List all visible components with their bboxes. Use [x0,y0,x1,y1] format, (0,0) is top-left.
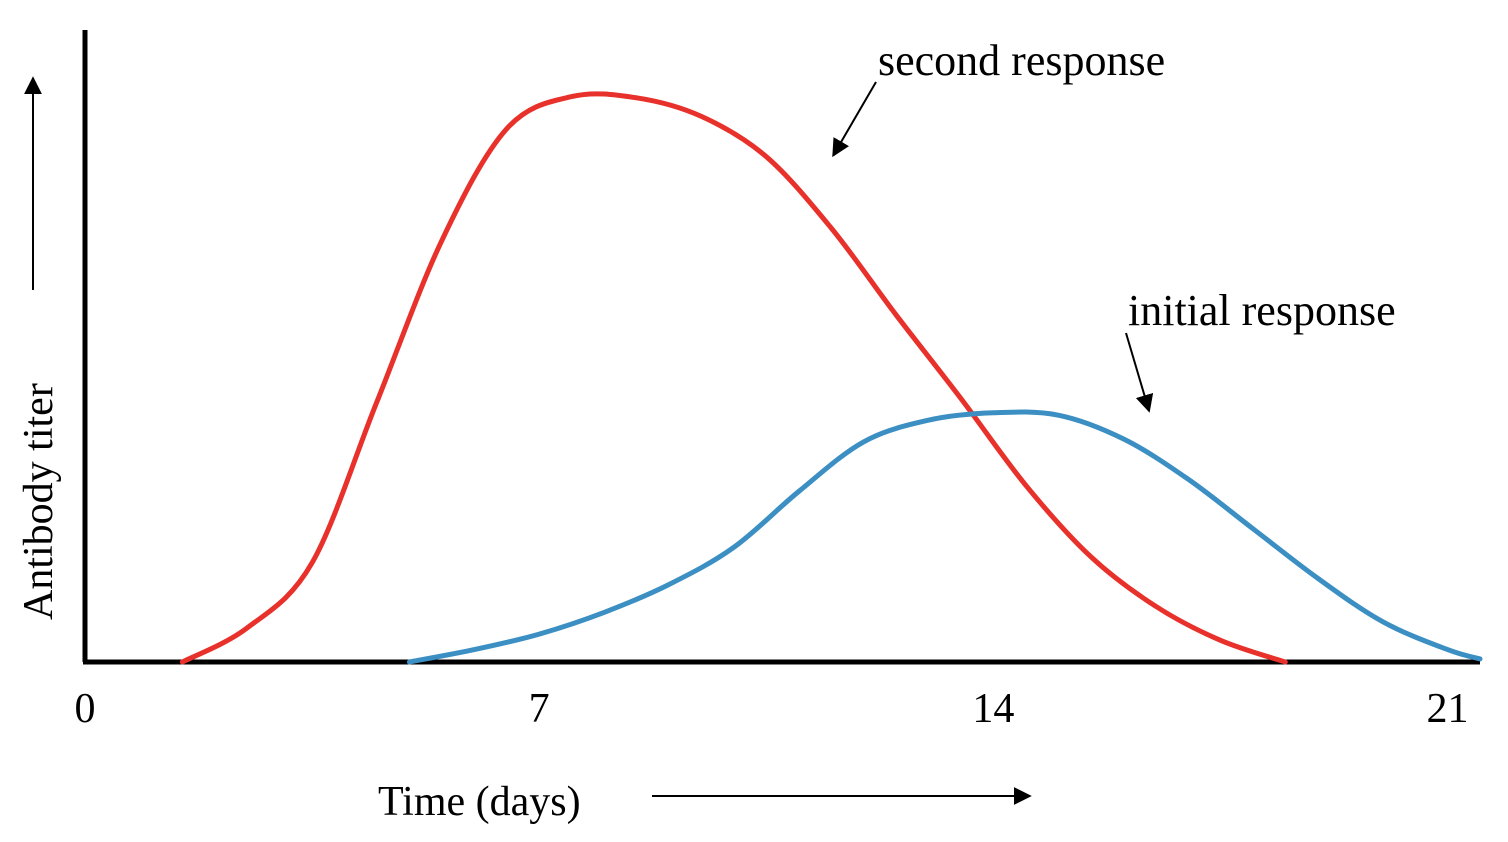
second-response-line [179,91,1288,665]
x-tick-label: 7 [529,686,550,732]
x-tick-labels: 0 7 14 21 [75,686,1469,732]
initial-response-annotation: initial response [1128,286,1396,335]
x-tick-label: 0 [75,686,96,732]
initial-response-line [406,409,1483,665]
x-tick-label: 21 [1427,686,1469,732]
x-axis-title: Time (days) [378,779,581,825]
initial-response-pointer [1125,332,1154,413]
y-axis-title: Antibody titer [16,383,62,620]
second-response-pointer [832,81,877,158]
second-response-annotation: second response [878,36,1165,85]
x-tick-label: 14 [972,686,1014,732]
